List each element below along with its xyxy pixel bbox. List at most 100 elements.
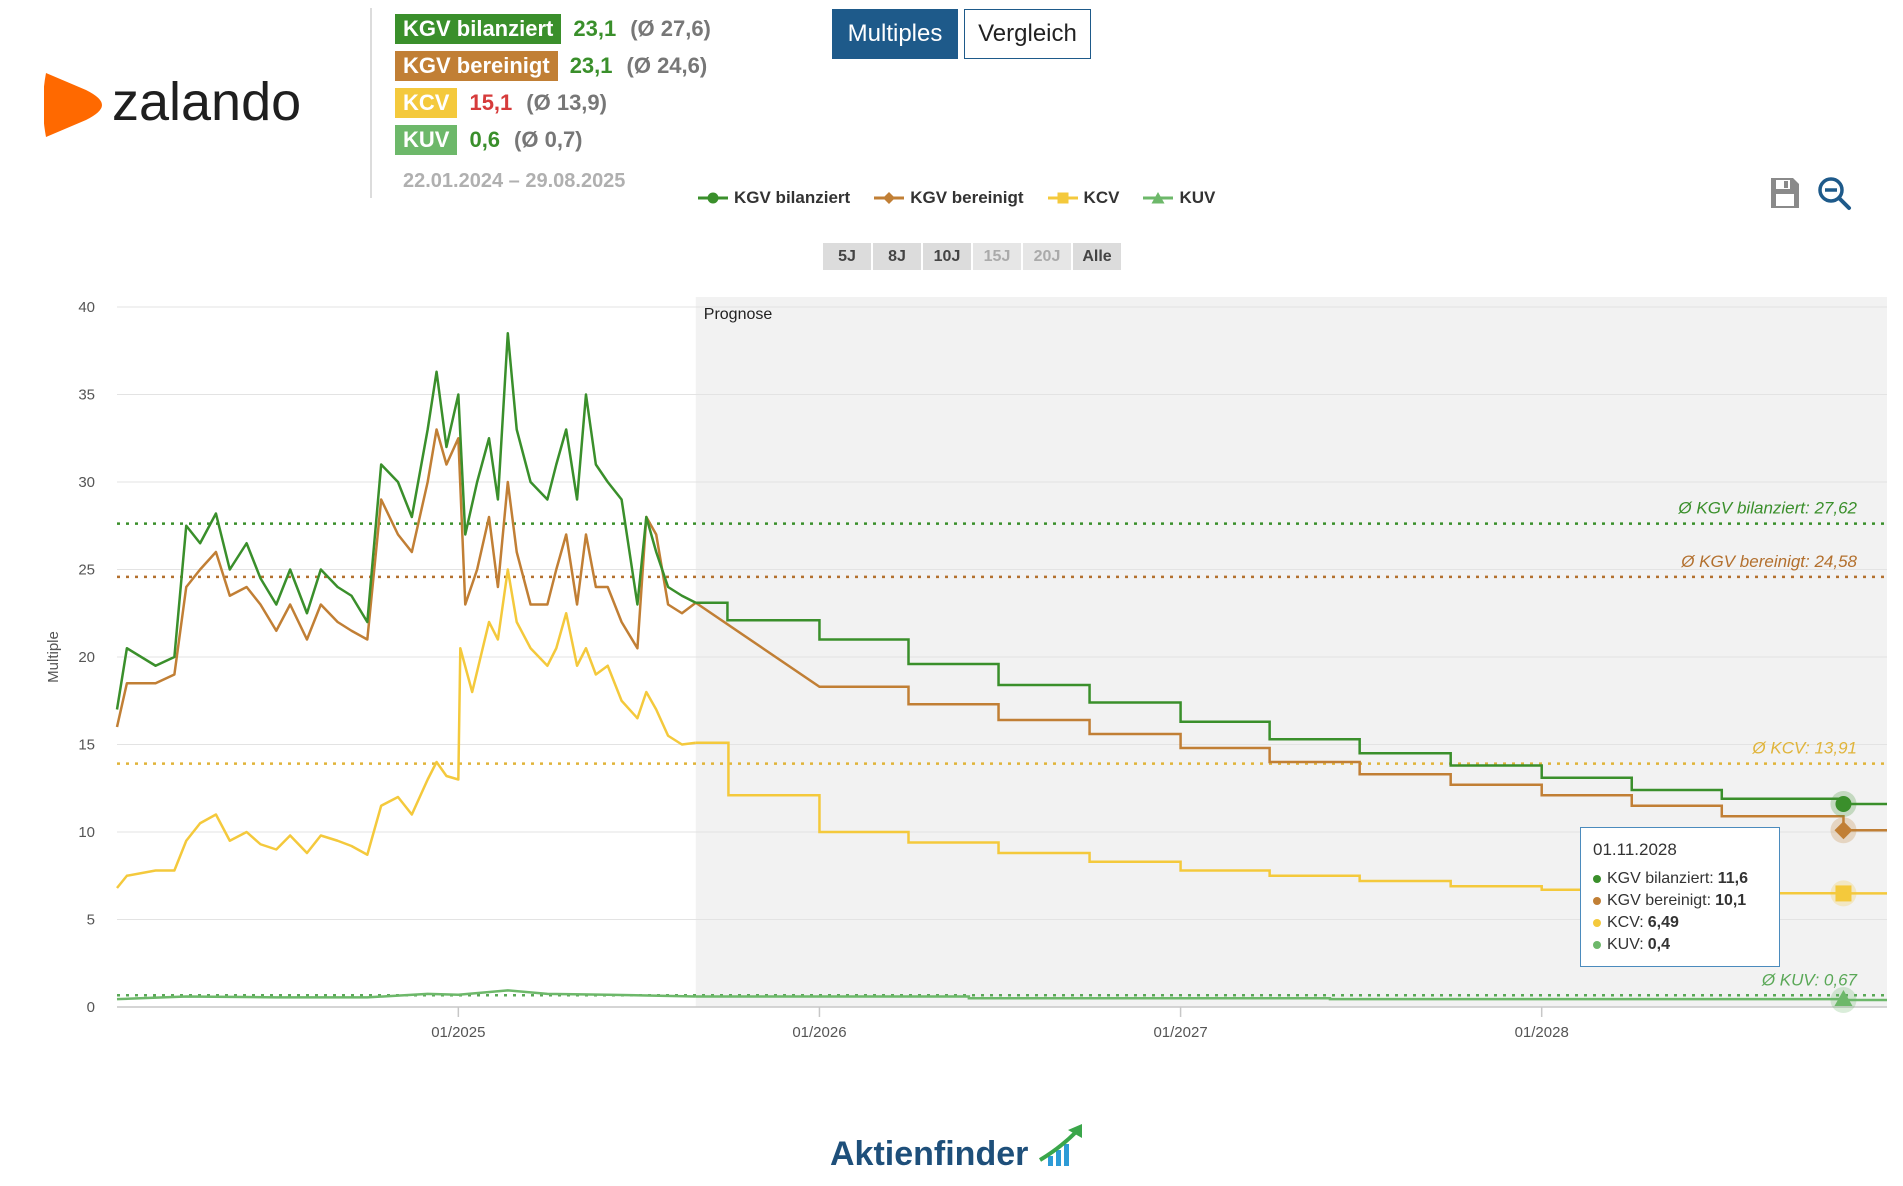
view-toggle: Multiples Vergleich <box>832 9 1091 59</box>
stat-value: 0,6 <box>469 126 501 152</box>
average-label: Ø KUV: 0,67 <box>1761 970 1858 989</box>
chart-tools <box>1765 174 1853 212</box>
series-line <box>116 989 696 1001</box>
tooltip-label: KUV: <box>1607 936 1644 953</box>
series-lines <box>115 332 1887 1002</box>
series-dot-icon <box>1593 897 1601 905</box>
y-tick-label: 40 <box>78 299 95 316</box>
forecast-line <box>695 601 1887 832</box>
tooltip-label: KGV bilanziert: <box>1607 870 1714 887</box>
header-divider <box>370 8 372 198</box>
range-20j: 20J <box>1023 243 1071 270</box>
stat-average: (Ø 24,6) <box>626 52 708 78</box>
forecast-line <box>695 601 1887 806</box>
stat-badge-kgv-bilanziert: KGV bilanziert <box>395 13 562 44</box>
circle-marker-icon <box>698 192 728 204</box>
tooltip-label: KCV: <box>1607 914 1644 931</box>
diamond-marker <box>1834 821 1853 840</box>
stat-average: (Ø 0,7) <box>514 126 583 152</box>
stat-average: (Ø 27,6) <box>630 15 711 41</box>
stat-value: 23,1 <box>573 15 617 41</box>
stat-row: KCV 15,1 (Ø 13,9) <box>395 84 711 121</box>
stat-row: KUV 0,6 (Ø 0,7) <box>395 121 711 158</box>
stat-average: (Ø 13,9) <box>526 89 607 115</box>
date-range: 22.01.2024 – 29.08.2025 <box>403 170 626 192</box>
x-tick-label: 01/2025 <box>431 1024 485 1041</box>
footer-brand: Aktienfinder <box>830 1135 1028 1173</box>
average-label: Ø KGV bereinigt: 24,58 <box>1680 552 1857 571</box>
tooltip-value: 10,1 <box>1715 892 1747 909</box>
triangle-marker-icon <box>1143 192 1174 204</box>
legend-item-kgv-bereinigt[interactable]: KGV bereinigt <box>874 188 1024 208</box>
tooltip-row: KCV: 6,49 <box>1593 912 1767 934</box>
series-dot-icon <box>1593 875 1601 883</box>
range-5j[interactable]: 5J <box>823 243 871 270</box>
x-tick-label: 01/2026 <box>792 1024 846 1041</box>
legend-label: KUV <box>1179 188 1216 207</box>
range-alle[interactable]: Alle <box>1073 243 1121 270</box>
x-tick-label: 01/2028 <box>1515 1024 1569 1041</box>
y-tick-label: 0 <box>87 999 95 1016</box>
y-tick-label: 5 <box>87 912 95 929</box>
stat-badge-kgv-bereinigt: KGV bereinigt <box>395 50 558 81</box>
y-tick-label: 25 <box>78 562 95 579</box>
series-line <box>116 568 696 889</box>
stat-value: 23,1 <box>569 52 613 78</box>
average-lines: Ø KGV bilanziert: 27,62 Ø KGV bereinigt: … <box>117 499 1887 997</box>
stat-value: 15,1 <box>469 89 513 115</box>
legend-item-kcv[interactable]: KCV <box>1047 188 1120 208</box>
y-tick-label: 30 <box>78 474 95 491</box>
stats-panel: KGV bilanziert 23,1 (Ø 27,6) KGV bereini… <box>395 10 711 193</box>
range-10j[interactable]: 10J <box>923 243 971 270</box>
circle-marker <box>1835 796 1852 812</box>
vergleich-button[interactable]: Vergleich <box>964 9 1091 59</box>
save-icon[interactable] <box>1765 174 1803 212</box>
legend-label: KGV bereinigt <box>910 188 1024 207</box>
tooltip-row: KGV bereinigt: 10,1 <box>1593 890 1767 912</box>
y-tick-label: 15 <box>78 737 95 754</box>
series-line <box>115 332 697 710</box>
hover-markers <box>1830 791 1857 1013</box>
zoom-out-icon[interactable] <box>1815 174 1853 212</box>
tooltip-value: 0,4 <box>1647 936 1670 953</box>
average-label: Ø KGV bilanziert: 27,62 <box>1677 499 1857 518</box>
range-8j[interactable]: 8J <box>873 243 921 270</box>
legend-item-kuv[interactable]: KUV <box>1143 188 1215 208</box>
legend-label: KGV bilanziert <box>734 188 851 207</box>
multiples-button[interactable]: Multiples <box>832 9 958 59</box>
stat-badge-kuv: KUV <box>395 124 458 155</box>
y-tick-label: 20 <box>78 649 95 666</box>
y-tick-label: 35 <box>78 387 95 404</box>
stat-row: KGV bilanziert 23,1 (Ø 27,6) <box>395 10 711 47</box>
y-tick-label: 10 <box>78 824 95 841</box>
brand-name: zalando <box>112 72 301 132</box>
chart-tooltip: 01.11.2028 KGV bilanziert: 11,6 KGV bere… <box>1580 827 1780 967</box>
tooltip-row: KGV bilanziert: 11,6 <box>1593 868 1767 890</box>
range-selector: 5J 8J 10J 15J 20J Alle <box>823 243 1121 270</box>
diamond-marker-icon <box>874 192 905 204</box>
tooltip-label: KGV bereinigt: <box>1607 892 1712 909</box>
tooltip-row: KUV: 0,4 <box>1593 934 1767 956</box>
axes: 0 5 10 15 20 25 30 35 40 01/2025 01/2026 01/2027 01/… <box>78 299 1887 1041</box>
average-label: Ø KCV: 13,91 <box>1751 739 1857 758</box>
square-marker <box>1835 885 1852 902</box>
forecast-label: Prognose <box>704 306 773 323</box>
aktienfinder-logo: Aktienfinder <box>830 1124 1082 1173</box>
range-15j: 15J <box>973 243 1021 270</box>
series-dot-icon <box>1593 941 1601 949</box>
tooltip-date: 01.11.2028 <box>1593 840 1677 859</box>
chart-legend: KGV bilanziert KGV bereinigt KCV KUV <box>698 188 1239 208</box>
y-axis-label: Multiple <box>45 631 62 683</box>
series-line <box>115 428 697 728</box>
stat-row: KGV bereinigt 23,1 (Ø 24,6) <box>395 47 711 84</box>
x-tick-label: 01/2027 <box>1153 1024 1207 1041</box>
legend-label: KCV <box>1083 188 1120 207</box>
square-marker-icon <box>1047 192 1078 204</box>
triangle-marker <box>1834 990 1853 1006</box>
tooltip-value: 11,6 <box>1717 870 1748 887</box>
series-dot-icon <box>1593 919 1601 927</box>
stat-badge-kcv: KCV <box>395 87 458 118</box>
zalando-logo: zalando <box>44 72 301 137</box>
tooltip-value: 6,49 <box>1647 914 1679 931</box>
legend-item-kgv-bilanziert[interactable]: KGV bilanziert <box>698 188 850 208</box>
